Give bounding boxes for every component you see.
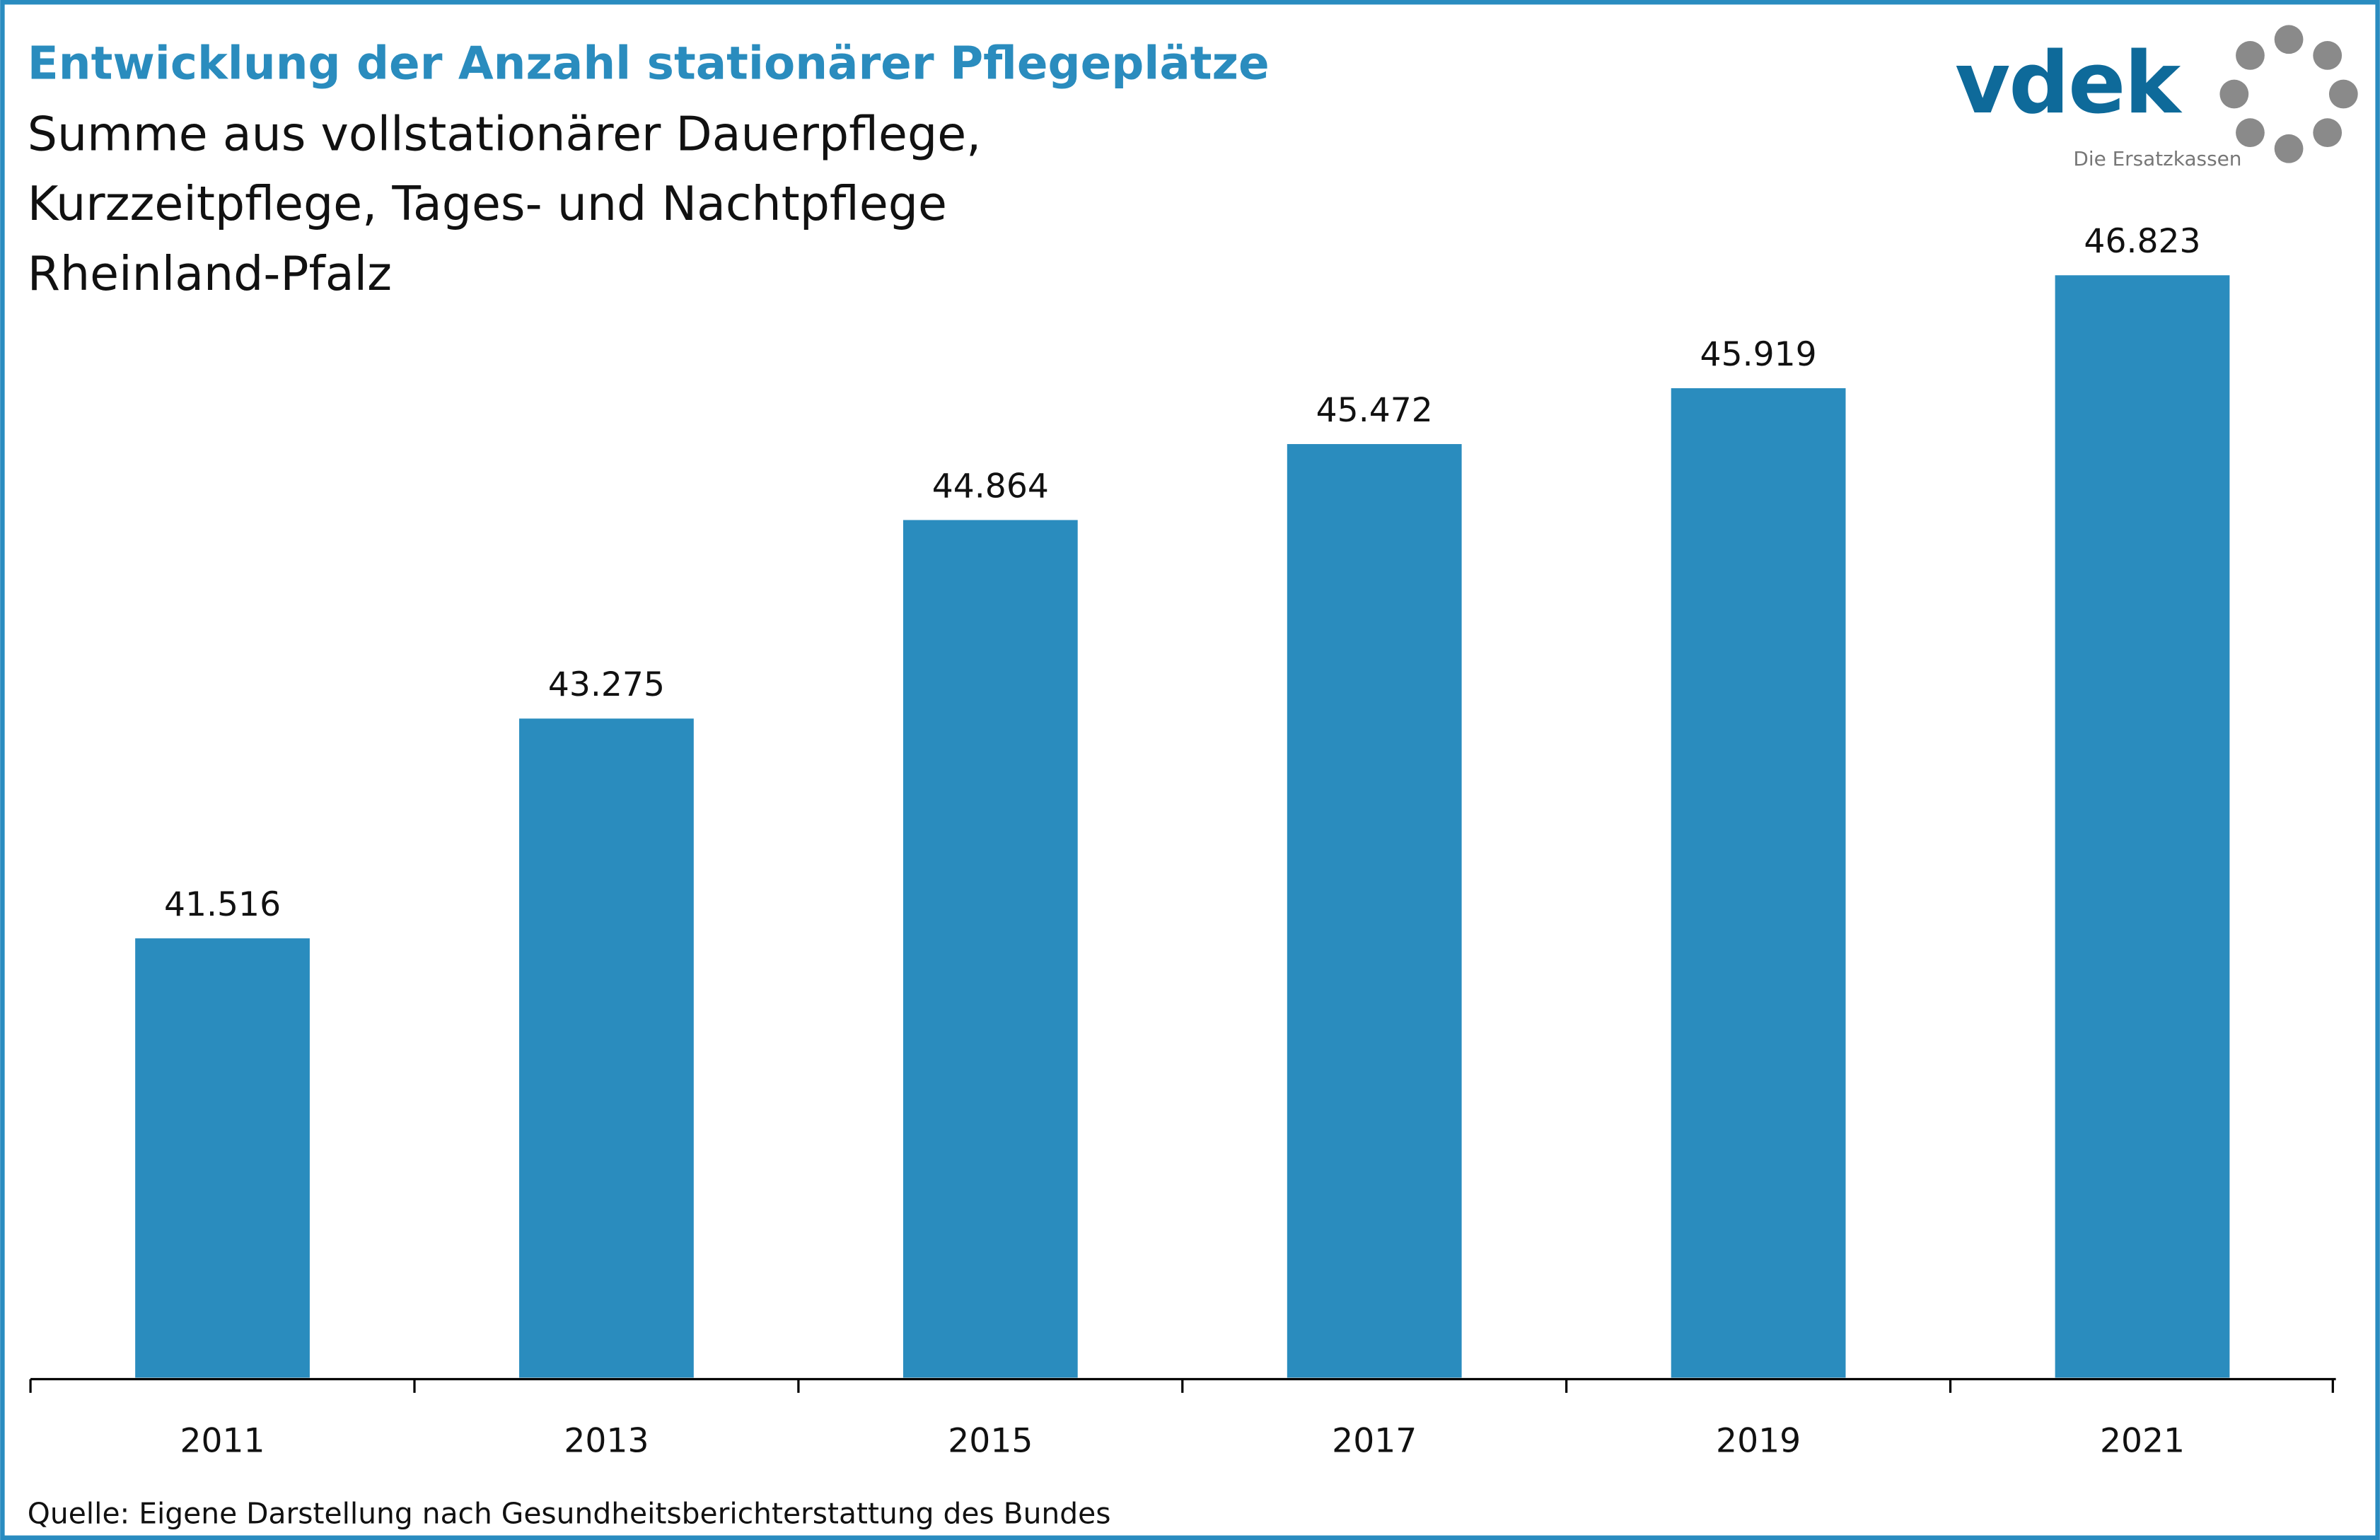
chart-title: Entwicklung der Anzahl stationärer Pfleg…	[28, 37, 1270, 91]
logo-ring-icon	[2219, 25, 2358, 163]
logo-ring-segment	[2236, 41, 2265, 70]
source-note: Quelle: Eigene Darstellung nach Gesundhe…	[28, 1496, 1111, 1530]
bar-2011	[135, 938, 310, 1378]
bar-2021	[2055, 275, 2230, 1378]
x-tick-label-2013: 2013	[564, 1422, 649, 1461]
data-label-2017: 45.472	[1316, 391, 1433, 430]
logo-ring-segment	[2274, 134, 2304, 163]
bar-2013	[519, 718, 694, 1378]
data-label-2015: 44.864	[932, 467, 1049, 506]
data-label-2013: 43.275	[548, 665, 665, 704]
logo-ring-segment	[2313, 118, 2343, 148]
x-tick-label-2021: 2021	[2100, 1422, 2185, 1461]
x-tick-label-2017: 2017	[1332, 1422, 1417, 1461]
x-tick-label-2019: 2019	[1716, 1422, 1801, 1461]
data-label-2019: 45.919	[1700, 335, 1817, 374]
vdek-logo: vdek Die Ersatzkassen	[1955, 25, 2358, 170]
data-label-2021: 46.823	[2084, 222, 2200, 261]
subtitle-line-1: Summe aus vollstationärer Dauerpflege,	[28, 106, 981, 161]
logo-wordmark: vdek	[1955, 34, 2183, 133]
subtitle-line-2: Kurzzeitpflege, Tages- und Nachtpflege	[28, 176, 947, 231]
bar-2017	[1287, 444, 1462, 1378]
logo-ring-segment	[2219, 79, 2249, 109]
logo-tagline: Die Ersatzkassen	[2073, 147, 2241, 170]
data-label-2011: 41.516	[164, 885, 281, 924]
bar-2015	[902, 520, 1078, 1378]
logo-ring-segment	[2328, 79, 2358, 109]
logo-ring-segment	[2274, 25, 2304, 54]
bar-2019	[1671, 388, 1846, 1378]
subtitle-line-3: Rheinland-Pfalz	[28, 246, 392, 301]
x-tick-label-2015: 2015	[948, 1422, 1033, 1461]
x-tick-label-2011: 2011	[180, 1422, 265, 1461]
logo-ring-segment	[2236, 118, 2265, 148]
logo-ring-segment	[2313, 41, 2343, 70]
